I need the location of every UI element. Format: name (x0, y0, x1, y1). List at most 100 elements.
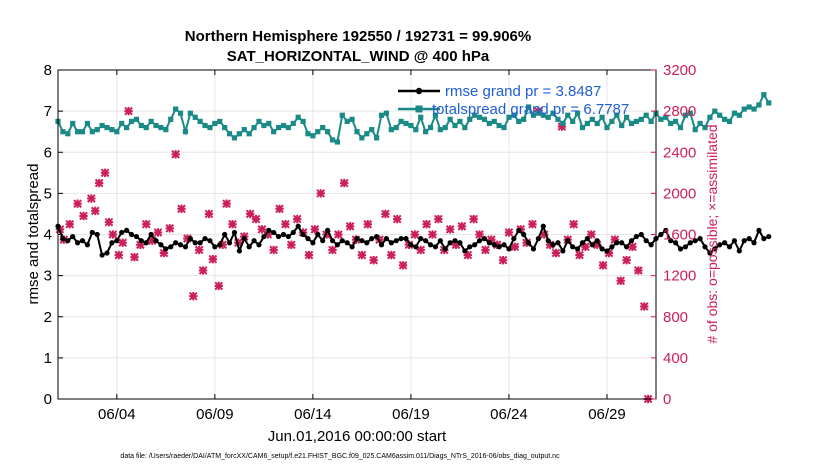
rmse-point (506, 246, 512, 252)
totalspread-point (79, 129, 86, 135)
rmse-point (114, 238, 120, 244)
totalspread-point (692, 127, 698, 133)
rmse-point (648, 242, 654, 248)
x-tick-label: 06/04 (98, 406, 136, 423)
totalspread-point (476, 114, 483, 120)
totalspread-point (104, 124, 110, 131)
chart-title-line2: SAT_HORIZONTAL_WIND @ 400 hPa (227, 48, 490, 65)
totalspread-point (84, 120, 91, 127)
totalspread-point (344, 118, 350, 125)
totalspread-point (398, 118, 404, 125)
rmse-point (344, 240, 350, 246)
totalspread-point (349, 116, 355, 122)
rmse-point (663, 227, 669, 233)
rmse-point (271, 229, 277, 236)
totalspread-point (94, 127, 100, 133)
rmse-point (432, 244, 439, 250)
rmse-point (119, 229, 125, 236)
rmse-point (197, 240, 203, 246)
totalspread-point (550, 110, 556, 116)
obs-assimilated-point (481, 245, 490, 255)
rmse-point (741, 238, 747, 244)
rmse-point (687, 240, 693, 246)
totalspread-point (374, 135, 380, 141)
obs-assimilated-point (616, 276, 626, 286)
rmse-point (374, 233, 380, 240)
obs-assimilated-point (528, 219, 537, 229)
totalspread-point (334, 139, 340, 145)
rmse-point (207, 238, 213, 244)
x-tick-label: 06/24 (490, 406, 528, 423)
y-left-tick-label: 2 (44, 309, 52, 326)
obs-assimilated-point (510, 242, 520, 252)
rmse-point (565, 238, 571, 244)
rmse-point (501, 242, 507, 248)
rmse-point (261, 233, 267, 240)
totalspread-point (496, 122, 502, 129)
totalspread-point (697, 120, 703, 127)
obs-assimilated-point (87, 194, 96, 203)
obs-assimilated-point (334, 230, 343, 239)
rmse-point (182, 244, 189, 250)
totalspread-series (55, 92, 772, 145)
y-left-tick-label: 8 (44, 62, 52, 79)
rmse-point (579, 240, 586, 246)
legend-rmse-marker (415, 87, 423, 95)
obs-assimilated-point (628, 242, 637, 252)
obs-assimilated-point (345, 221, 355, 231)
totalspread-point (60, 129, 66, 135)
y-right-tick-label: 800 (663, 309, 688, 326)
obs-assimilated-point (65, 219, 75, 229)
totalspread-point (604, 124, 610, 131)
totalspread-point (756, 102, 762, 108)
rmse-point (726, 244, 733, 250)
obs-assimilated-point (228, 219, 237, 229)
totalspread-point (359, 135, 365, 141)
rmse-point (614, 240, 620, 246)
obs-assimilated-point (369, 255, 378, 265)
totalspread-point (682, 112, 689, 118)
rmse-point (315, 231, 321, 238)
rmse-point (521, 231, 527, 238)
totalspread-point (168, 116, 174, 122)
totalspread-point (427, 124, 434, 131)
rmse-point (535, 236, 541, 242)
rmse-point (192, 240, 198, 246)
rmse-point (354, 236, 360, 242)
rmse-point (530, 246, 537, 252)
obs-assimilated-point (153, 228, 163, 237)
rmse-point (643, 238, 649, 244)
totalspread-point (378, 112, 385, 118)
rmse-point (148, 231, 154, 238)
obs-assimilated-point (90, 206, 100, 216)
totalspread-point (99, 122, 105, 129)
rmse-point (138, 238, 144, 244)
totalspread-point (388, 127, 394, 133)
rmse-point (124, 227, 130, 233)
rmse-point (378, 242, 385, 248)
rmse-point (560, 248, 566, 254)
totalspread-point (177, 110, 184, 116)
totalspread-point (124, 124, 130, 131)
rmse-point (300, 231, 306, 238)
totalspread-point (65, 131, 71, 137)
rmse-point (153, 238, 159, 244)
totalspread-point (329, 137, 336, 143)
totalspread-point (437, 127, 443, 133)
rmse-point (638, 231, 644, 238)
totalspread-point (393, 124, 399, 131)
rmse-point (305, 236, 311, 242)
totalspread-point (173, 106, 179, 112)
totalspread-point (285, 124, 291, 131)
obs-assimilated-point (208, 254, 218, 264)
obs-assimilated-point (622, 255, 631, 265)
totalspread-point (320, 124, 326, 131)
totalspread-point (143, 124, 149, 131)
totalspread-point (746, 104, 752, 110)
totalspread-point (619, 122, 625, 129)
rmse-point (731, 238, 738, 244)
rmse-point (94, 231, 100, 238)
rmse-point (491, 242, 497, 248)
totalspread-point (560, 120, 566, 127)
x-tick-label: 06/19 (392, 406, 430, 423)
